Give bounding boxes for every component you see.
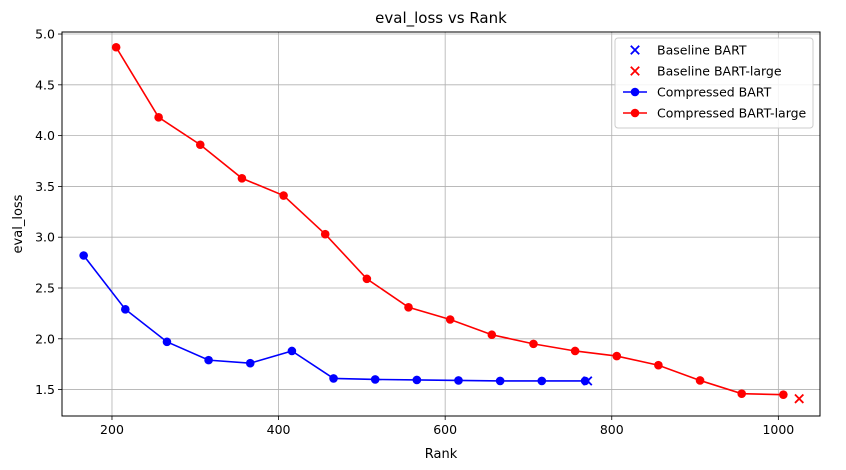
legend-entry-baseline-bart: Baseline BART: [630, 43, 747, 58]
y-tick-label: 5.0: [35, 27, 55, 42]
x-axis-ticks: 200 400 600 800 1000: [100, 416, 794, 437]
data-point: [487, 330, 497, 340]
data-point: [245, 358, 255, 368]
data-point: [287, 346, 297, 356]
legend-marker: [630, 108, 640, 118]
data-point: [737, 389, 747, 398]
data-point: [370, 375, 380, 384]
y-tick-label: 2.5: [35, 281, 55, 296]
legend-label: Baseline BART: [657, 43, 747, 58]
data-point: [570, 346, 580, 356]
x-tick-label: 200: [100, 422, 124, 437]
series-line-compressed-bart: [83, 255, 586, 382]
legend-entry-compressed-bart: Compressed BART: [623, 85, 772, 100]
data-point: [121, 305, 130, 314]
data-point: [612, 351, 622, 361]
series-compressed-bart: [79, 251, 590, 386]
y-tick-label: 2.0: [35, 331, 55, 346]
data-point: [582, 376, 593, 386]
x-tick-label: 1000: [762, 422, 794, 437]
data-point: [204, 355, 213, 365]
legend-label: Compressed BART: [657, 85, 772, 100]
data-point: [454, 376, 463, 385]
series-layer: [79, 42, 805, 404]
data-point: [404, 303, 413, 312]
legend-label: Compressed BART-large: [657, 106, 807, 121]
x-axis-label: Rank: [425, 447, 458, 462]
data-point: [320, 229, 330, 239]
legend-marker: [630, 45, 640, 55]
x-tick-label: 800: [600, 422, 624, 437]
data-point: [329, 374, 338, 383]
data-point: [195, 140, 205, 150]
y-tick-label: 4.5: [35, 77, 55, 92]
x-tick-label: 400: [267, 422, 291, 437]
series-baseline-bart: [582, 376, 593, 386]
data-point: [79, 251, 88, 260]
legend-marker: [630, 87, 640, 97]
chart-title: eval_loss vs Rank: [375, 9, 507, 28]
data-point: [495, 376, 505, 386]
data-point: [237, 173, 247, 183]
data-point: [412, 375, 422, 385]
data-point: [111, 42, 121, 52]
y-axis-label: eval_loss: [11, 194, 26, 253]
series-baseline-bart-large: [794, 393, 805, 404]
series-compressed-bart-large: [111, 42, 788, 399]
legend-label: Baseline BART-large: [657, 64, 782, 79]
y-tick-label: 3.0: [35, 230, 55, 245]
legend-marker: [630, 66, 640, 76]
data-point: [794, 393, 805, 404]
data-point: [537, 376, 547, 386]
legend: Baseline BART Baseline BART-large Compress…: [614, 37, 814, 129]
data-point: [654, 360, 663, 370]
data-point: [695, 376, 705, 385]
data-point: [362, 274, 372, 284]
y-axis-ticks: 1.5 2.0 2.5 3.0 3.5 4.0 4.5 5.0: [35, 27, 62, 397]
x-tick-label: 600: [433, 422, 457, 437]
data-point: [779, 390, 788, 399]
legend-box: [614, 37, 814, 129]
data-point: [154, 113, 163, 122]
plot-area-frame: [61, 31, 821, 417]
data-point: [529, 339, 538, 349]
grid-lines: [62, 32, 820, 416]
legend-entry-baseline-bart-large: Baseline BART-large: [630, 64, 782, 79]
data-point: [445, 315, 455, 324]
y-tick-label: 1.5: [35, 382, 55, 397]
y-tick-label: 4.0: [35, 128, 55, 143]
data-point: [162, 337, 172, 347]
legend-entry-compressed-bart-large: Compressed BART-large: [623, 106, 807, 121]
y-tick-label: 3.5: [35, 179, 55, 194]
data-point: [580, 376, 590, 386]
data-point: [279, 191, 288, 200]
